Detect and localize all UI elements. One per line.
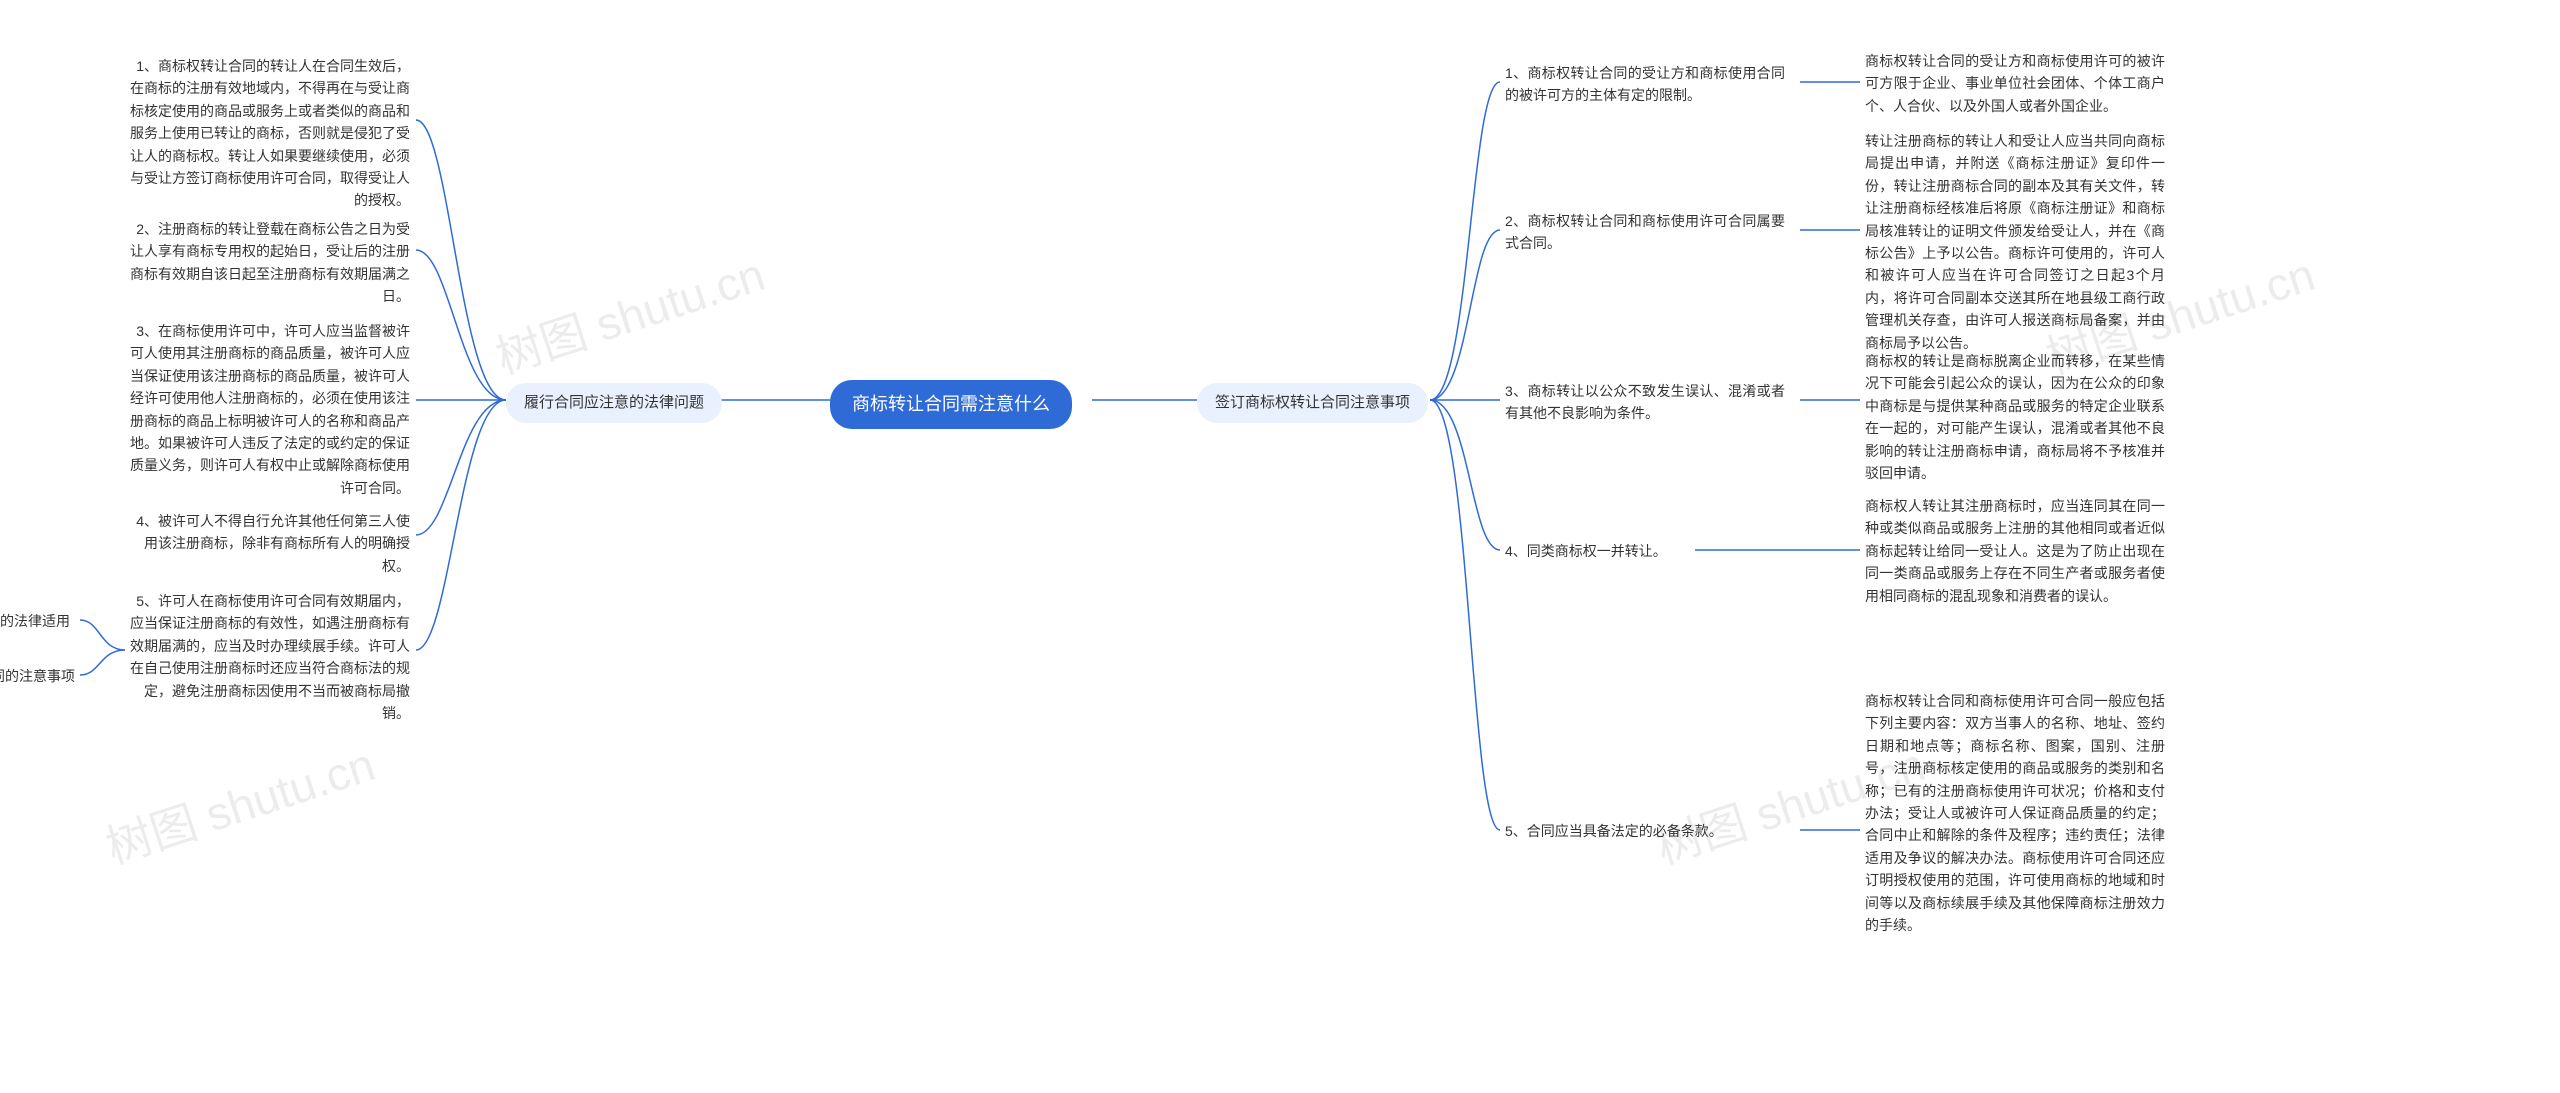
left-sub-bullet-2: ■订立商标使用许可合同的注意事项 [0, 665, 75, 687]
left-item-1: 1、商标权转让合同的转让人在合同生效后，在商标的注册有效地域内，不得再在与受让商… [130, 55, 410, 212]
right-category: 签订商标权转让合同注意事项 [1197, 383, 1428, 423]
watermark: 树图 shutu.cn [97, 729, 382, 878]
right-subtext-5: 商标权转让合同和商标使用许可合同一般应包括下列主要内容：双方当事人的名称、地址、… [1865, 690, 2165, 936]
right-subtext-1: 商标权转让合同的受让方和商标使用许可的被许可方限于企业、事业单位社会团体、个体工… [1865, 50, 2165, 117]
left-item-2: 2、注册商标的转让登载在商标公告之日为受让人享有商标专用权的起始日，受让后的注册… [130, 218, 410, 308]
right-item-5: 5、合同应当具备法定的必备条款。 [1505, 820, 1785, 842]
left-item-5: 5、许可人在商标使用许可合同有效期届内，应当保证注册商标的有效性，如遇注册商标有… [130, 590, 410, 724]
right-item-3: 3、商标转让以公众不致发生误认、混淆或者有其他不良影响为条件。 [1505, 380, 1785, 425]
right-item-4: 4、同类商标权一并转让。 [1505, 540, 1667, 562]
left-category: 履行合同应注意的法律问题 [506, 383, 722, 423]
left-item-4: 4、被许可人不得自行允许其他任何第三人使用该注册商标，除非有商标所有人的明确授权… [130, 510, 410, 577]
right-item-1: 1、商标权转让合同的受让方和商标使用合同的被许可方的主体有定的限制。 [1505, 62, 1785, 107]
right-subtext-4: 商标权人转让其注册商标时，应当连同其在同一种或类似商品或服务上注册的其他相同或者… [1865, 495, 2165, 607]
right-subtext-3: 商标权的转让是商标脱离企业而转移，在某些情况下可能会引起公众的误认，因为在公众的… [1865, 350, 2165, 484]
right-item-2: 2、商标权转让合同和商标使用许可合同属要式合同。 [1505, 210, 1785, 255]
root-node: 商标转让合同需注意什么 [830, 380, 1072, 429]
left-item-3: 3、在商标使用许可中，许可人应当监督被许可人使用其注册商标的商品质量，被许可人应… [130, 320, 410, 499]
left-sub-bullet-1: ■商标合同问题的法律适用 [0, 610, 70, 632]
right-subtext-2: 转让注册商标的转让人和受让人应当共同向商标局提出申请，并附送《商标注册证》复印件… [1865, 130, 2165, 354]
watermark: 树图 shutu.cn [487, 239, 772, 388]
